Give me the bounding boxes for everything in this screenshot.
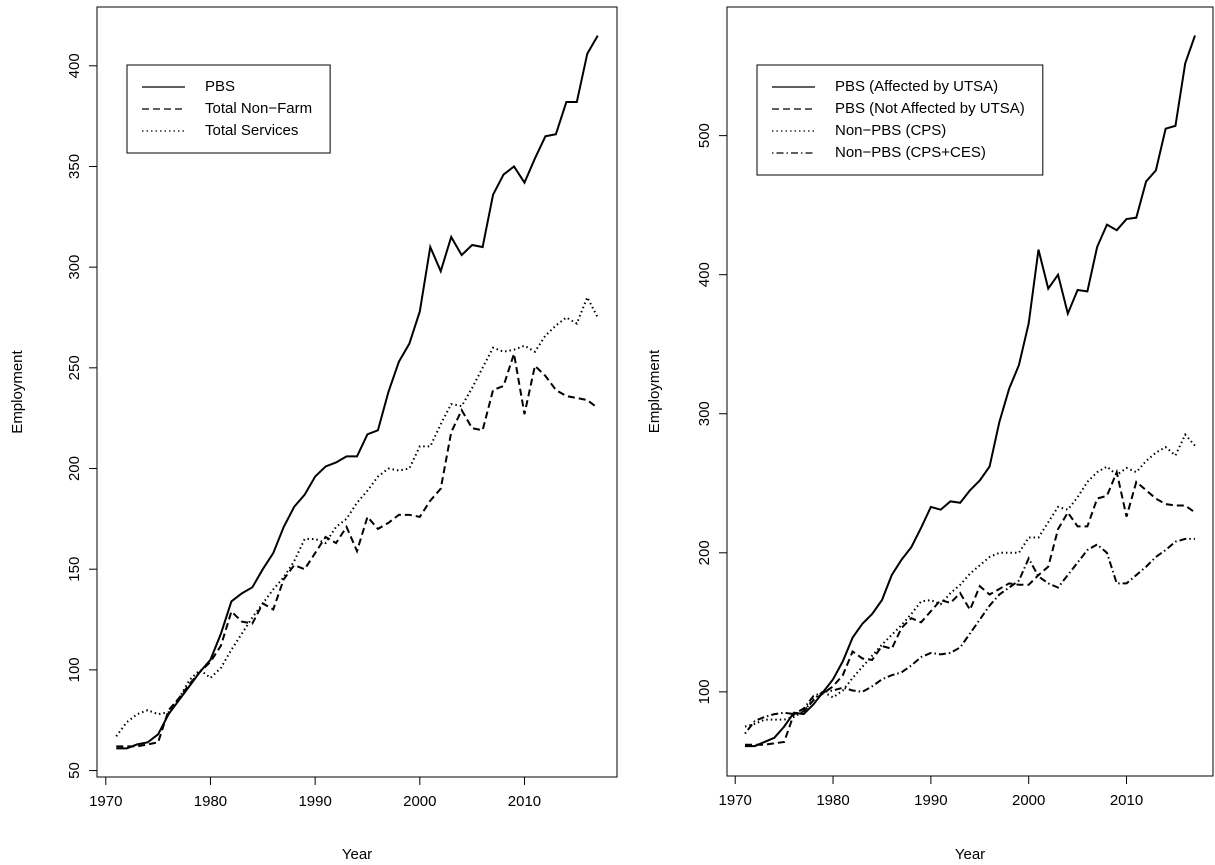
series-line [745,468,1196,746]
series-line [744,432,1196,728]
x-tick-label: 1990 [914,792,947,809]
legend-label: PBS (Affected by UTSA) [835,78,998,95]
x-tick-label: 2010 [1110,792,1143,809]
plot-box [96,6,618,778]
y-tick-label: 200 [66,456,83,481]
legend: PBS (Affected by UTSA) PBS (Not Affected … [756,64,1044,176]
y-tick-label: 350 [66,154,83,179]
x-axis-label: Year [342,846,372,863]
y-tick-label: 400 [66,53,83,78]
x-tick-label: 2000 [403,793,436,810]
y-tick-label: 300 [66,255,83,280]
y-tick-label: 300 [696,401,713,426]
plot-box [726,6,1214,777]
legend-label: PBS [205,78,235,95]
legend: PBS Total Non−Farm Total Services [126,64,331,154]
series-line [744,537,1195,735]
x-tick-label: 1970 [89,793,122,810]
x-tick-label: 1980 [816,792,849,809]
series-line [115,294,599,737]
y-axis-label: Employment [9,349,26,433]
y-tick-label: 200 [696,540,713,565]
legend-box [126,64,331,154]
y-tick-label: 500 [696,123,713,148]
legend-label: PBS (Not Affected by UTSA) [835,100,1025,117]
x-tick-label: 2010 [508,793,541,810]
legend-label: Total Non−Farm [205,100,312,117]
legend-box [756,64,1044,176]
y-axis-label: Employment [646,349,663,433]
y-tick-label: 250 [66,355,83,380]
x-axis-label: Year [955,846,985,863]
y-tick-label: 150 [66,557,83,582]
y-tick-label: 50 [66,762,83,779]
x-tick-label: 1990 [298,793,331,810]
y-tick-label: 400 [696,262,713,287]
x-tick-label: 1980 [194,793,227,810]
legend-label: Non−PBS (CPS) [835,122,946,139]
y-tick-label: 100 [696,679,713,704]
legend-label: Non−PBS (CPS+CES) [835,144,986,161]
x-tick-label: 2000 [1012,792,1045,809]
y-tick-label: 100 [66,657,83,682]
x-tick-label: 1970 [719,792,752,809]
series-line [116,353,599,748]
legend-label: Total Services [205,122,298,139]
series-line [116,35,599,750]
